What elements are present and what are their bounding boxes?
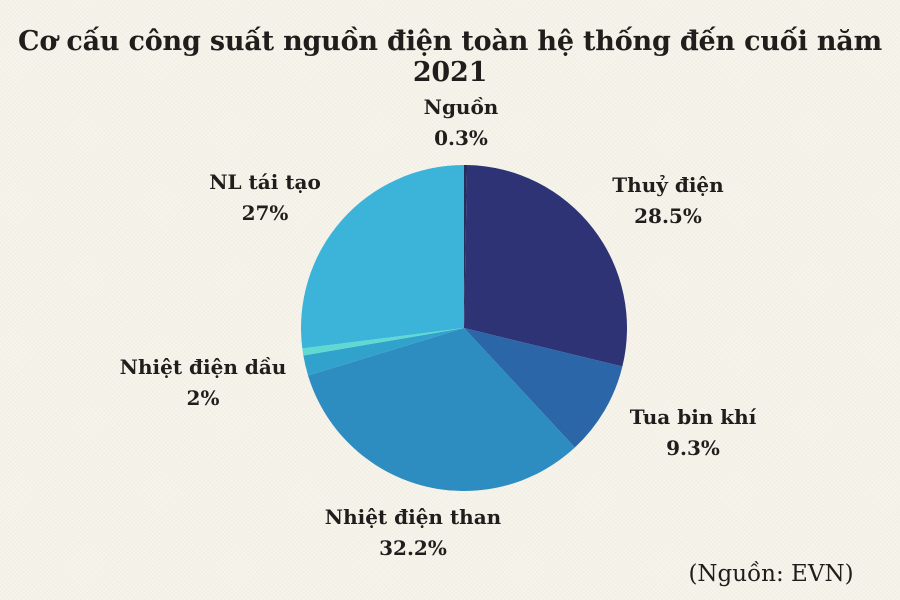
pie-slice-nhiệt-điện-than [308,328,575,491]
slice-label-name: Nhiệt điện than [324,505,502,529]
slice-label-nl-tai-tao: NL tái tạo 27% [209,167,321,229]
slice-label-name: Thuỷ điện [612,173,724,197]
slice-label-value: 28.5% [634,204,702,228]
slice-label-name: Tua bin khí [629,405,757,429]
slice-label-value: 32.2% [379,536,447,560]
slice-label-value: 9.3% [666,436,720,460]
slice-label-name: Nhiệt điện dầu [119,355,287,379]
pie-slice-nl-tái-tạo [301,165,464,349]
slice-label-nhiet-dien-than: Nhiệt điện than 32.2% [325,502,501,564]
pie-slice-nhiệt-điện-dầu [303,328,464,376]
slice-label-value: 27% [241,201,289,225]
slice-label-name: Nguồn [423,95,499,119]
pie-slice-thuỷ-điện [464,165,627,367]
slice-label-value: 0.3% [434,126,488,150]
source-note: (Nguồn: EVN) [688,561,854,587]
pie-slice-nguồn [464,165,468,328]
pie-slice-unlabeled [302,328,464,356]
slice-label-value: 2% [186,386,220,410]
slice-label-tua-bin-khi: Tua bin khí 9.3% [630,402,757,464]
pie-slice-tua-bin-khí [464,328,623,448]
slice-label-name: NL tái tạo [209,170,321,194]
slice-label-nguon: Nguồn 0.3% [424,92,499,154]
slice-label-thuy-dien: Thuỷ điện 28.5% [612,170,723,232]
slice-label-nhiet-dien-dau: Nhiệt điện dầu 2% [120,352,287,414]
chart-title: Cơ cấu công suất nguồn điện toàn hệ thốn… [18,26,882,88]
